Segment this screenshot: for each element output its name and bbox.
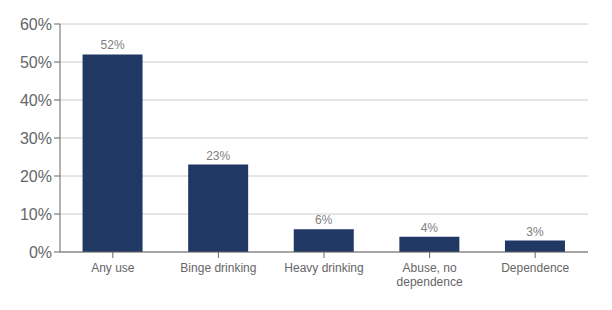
svg-text:10%: 10% bbox=[20, 206, 52, 223]
svg-text:52%: 52% bbox=[101, 38, 125, 52]
svg-text:Binge drinking: Binge drinking bbox=[180, 261, 256, 275]
svg-text:60%: 60% bbox=[20, 16, 52, 33]
svg-text:Dependence: Dependence bbox=[501, 261, 569, 275]
svg-text:50%: 50% bbox=[20, 54, 52, 71]
svg-text:Abuse, nodependence: Abuse, nodependence bbox=[397, 261, 463, 289]
svg-text:0%: 0% bbox=[29, 244, 52, 261]
svg-text:6%: 6% bbox=[315, 213, 333, 227]
svg-text:Heavy drinking: Heavy drinking bbox=[284, 261, 363, 275]
svg-text:40%: 40% bbox=[20, 92, 52, 109]
svg-text:30%: 30% bbox=[20, 130, 52, 147]
svg-text:4%: 4% bbox=[421, 221, 439, 235]
svg-text:Any use: Any use bbox=[91, 261, 135, 275]
svg-text:20%: 20% bbox=[20, 168, 52, 185]
svg-text:23%: 23% bbox=[206, 149, 230, 163]
svg-text:3%: 3% bbox=[526, 225, 544, 239]
